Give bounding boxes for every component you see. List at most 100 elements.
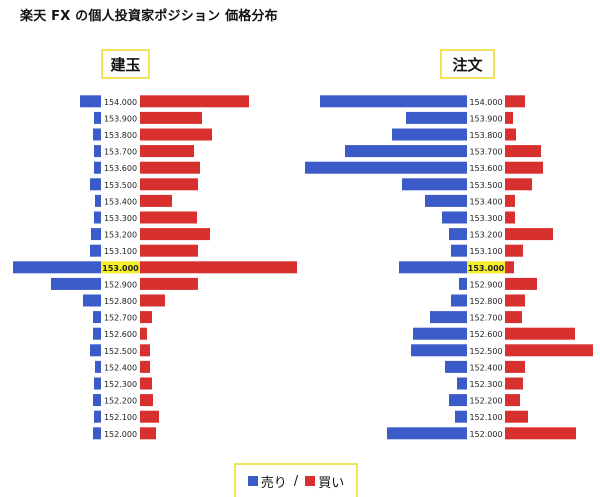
bar-sell [457,377,467,390]
bar-sell [94,410,101,423]
price-label-bg [467,128,505,141]
price-label-bg [467,95,505,108]
bar-sell [91,228,101,241]
price-label-bg [101,427,140,440]
price-label: 153.900 [469,114,502,123]
bar-sell [449,228,467,241]
bar-buy [140,228,210,241]
price-label-bg [101,311,140,324]
bar-buy [505,111,513,124]
price-label: 153.800 [104,131,137,140]
price-label-bg [467,427,505,440]
bar-buy [140,277,198,290]
bar-sell [305,161,467,174]
legend-buy-swatch [305,476,316,486]
price-label: 153.100 [104,247,137,256]
price-label: 152.300 [104,380,137,389]
price-label: 153.600 [104,164,137,173]
bar-buy [505,294,525,307]
price-label-bg [467,311,505,324]
price-label: 153.200 [469,231,502,240]
price-label: 152.700 [469,314,502,323]
price-label-bg [467,410,505,423]
bar-sell [392,128,467,141]
price-label: 152.700 [104,314,137,323]
bar-buy [505,311,522,324]
bar-buy [140,344,150,357]
bar-buy [505,95,525,108]
price-label-bg [101,377,140,390]
price-label: 152.600 [469,330,502,339]
price-label-bg [101,360,140,373]
bar-sell [387,427,467,440]
bar-buy [140,95,249,108]
price-label-bg [101,211,140,224]
bar-buy [140,128,212,141]
price-label-bg [101,344,140,357]
price-label-bg [467,194,505,207]
price-label-bg [101,228,140,241]
bar-sell [83,294,101,307]
bar-buy [140,360,150,373]
price-label-bg [101,394,140,407]
bar-buy [140,427,156,440]
bar-sell [430,311,467,324]
bar-buy [140,161,200,174]
bar-buy [140,111,202,124]
bar-sell [449,394,467,407]
bar-buy [140,261,297,274]
bar-buy [140,145,194,158]
price-label-bg [101,294,140,307]
price-label: 153.200 [104,231,137,240]
bar-sell [459,277,467,290]
bar-buy [505,277,537,290]
price-label-bg [101,277,140,290]
price-label: 154.000 [469,98,502,107]
bar-buy [140,327,147,340]
bar-buy [505,344,593,357]
bar-buy [505,360,525,373]
price-label-bg [467,228,505,241]
bar-sell [95,360,101,373]
price-label-bg [467,161,505,174]
price-label: 152.000 [104,430,137,439]
bar-buy [505,194,515,207]
price-label: 152.900 [104,280,137,289]
price-label-bg [101,95,140,108]
bar-buy [140,194,172,207]
bar-sell [90,244,101,257]
legend-sell-swatch [247,476,258,486]
bar-sell [93,311,101,324]
price-label: 152.800 [104,297,137,306]
price-label-bg [467,294,505,307]
price-label: 153.700 [104,148,137,157]
legend-buy-label: 買い [318,475,345,491]
bar-buy [140,178,198,191]
price-label-bg [101,327,140,340]
bar-buy [505,228,553,241]
price-label: 153.400 [469,197,502,206]
price-label: 152.400 [104,363,137,372]
bar-sell [94,161,101,174]
price-label: 152.800 [469,297,502,306]
price-label-bg [101,161,140,174]
bar-sell [406,111,467,124]
bar-sell [94,111,101,124]
bar-sell [94,377,101,390]
price-label: 153.500 [469,181,502,190]
price-label: 152.600 [104,330,137,339]
price-label: 152.100 [469,413,502,422]
bar-sell [13,261,101,274]
bar-buy [140,394,153,407]
price-label: 153.300 [469,214,502,223]
bar-buy [140,211,197,224]
bar-sell [93,427,101,440]
bar-sell [445,360,467,373]
bar-buy [505,394,520,407]
price-label-bg [101,261,140,274]
price-label-bg [467,145,505,158]
price-label-bg [467,344,505,357]
price-label: 152.500 [469,347,502,356]
bar-buy [505,178,532,191]
price-label-bg [101,178,140,191]
